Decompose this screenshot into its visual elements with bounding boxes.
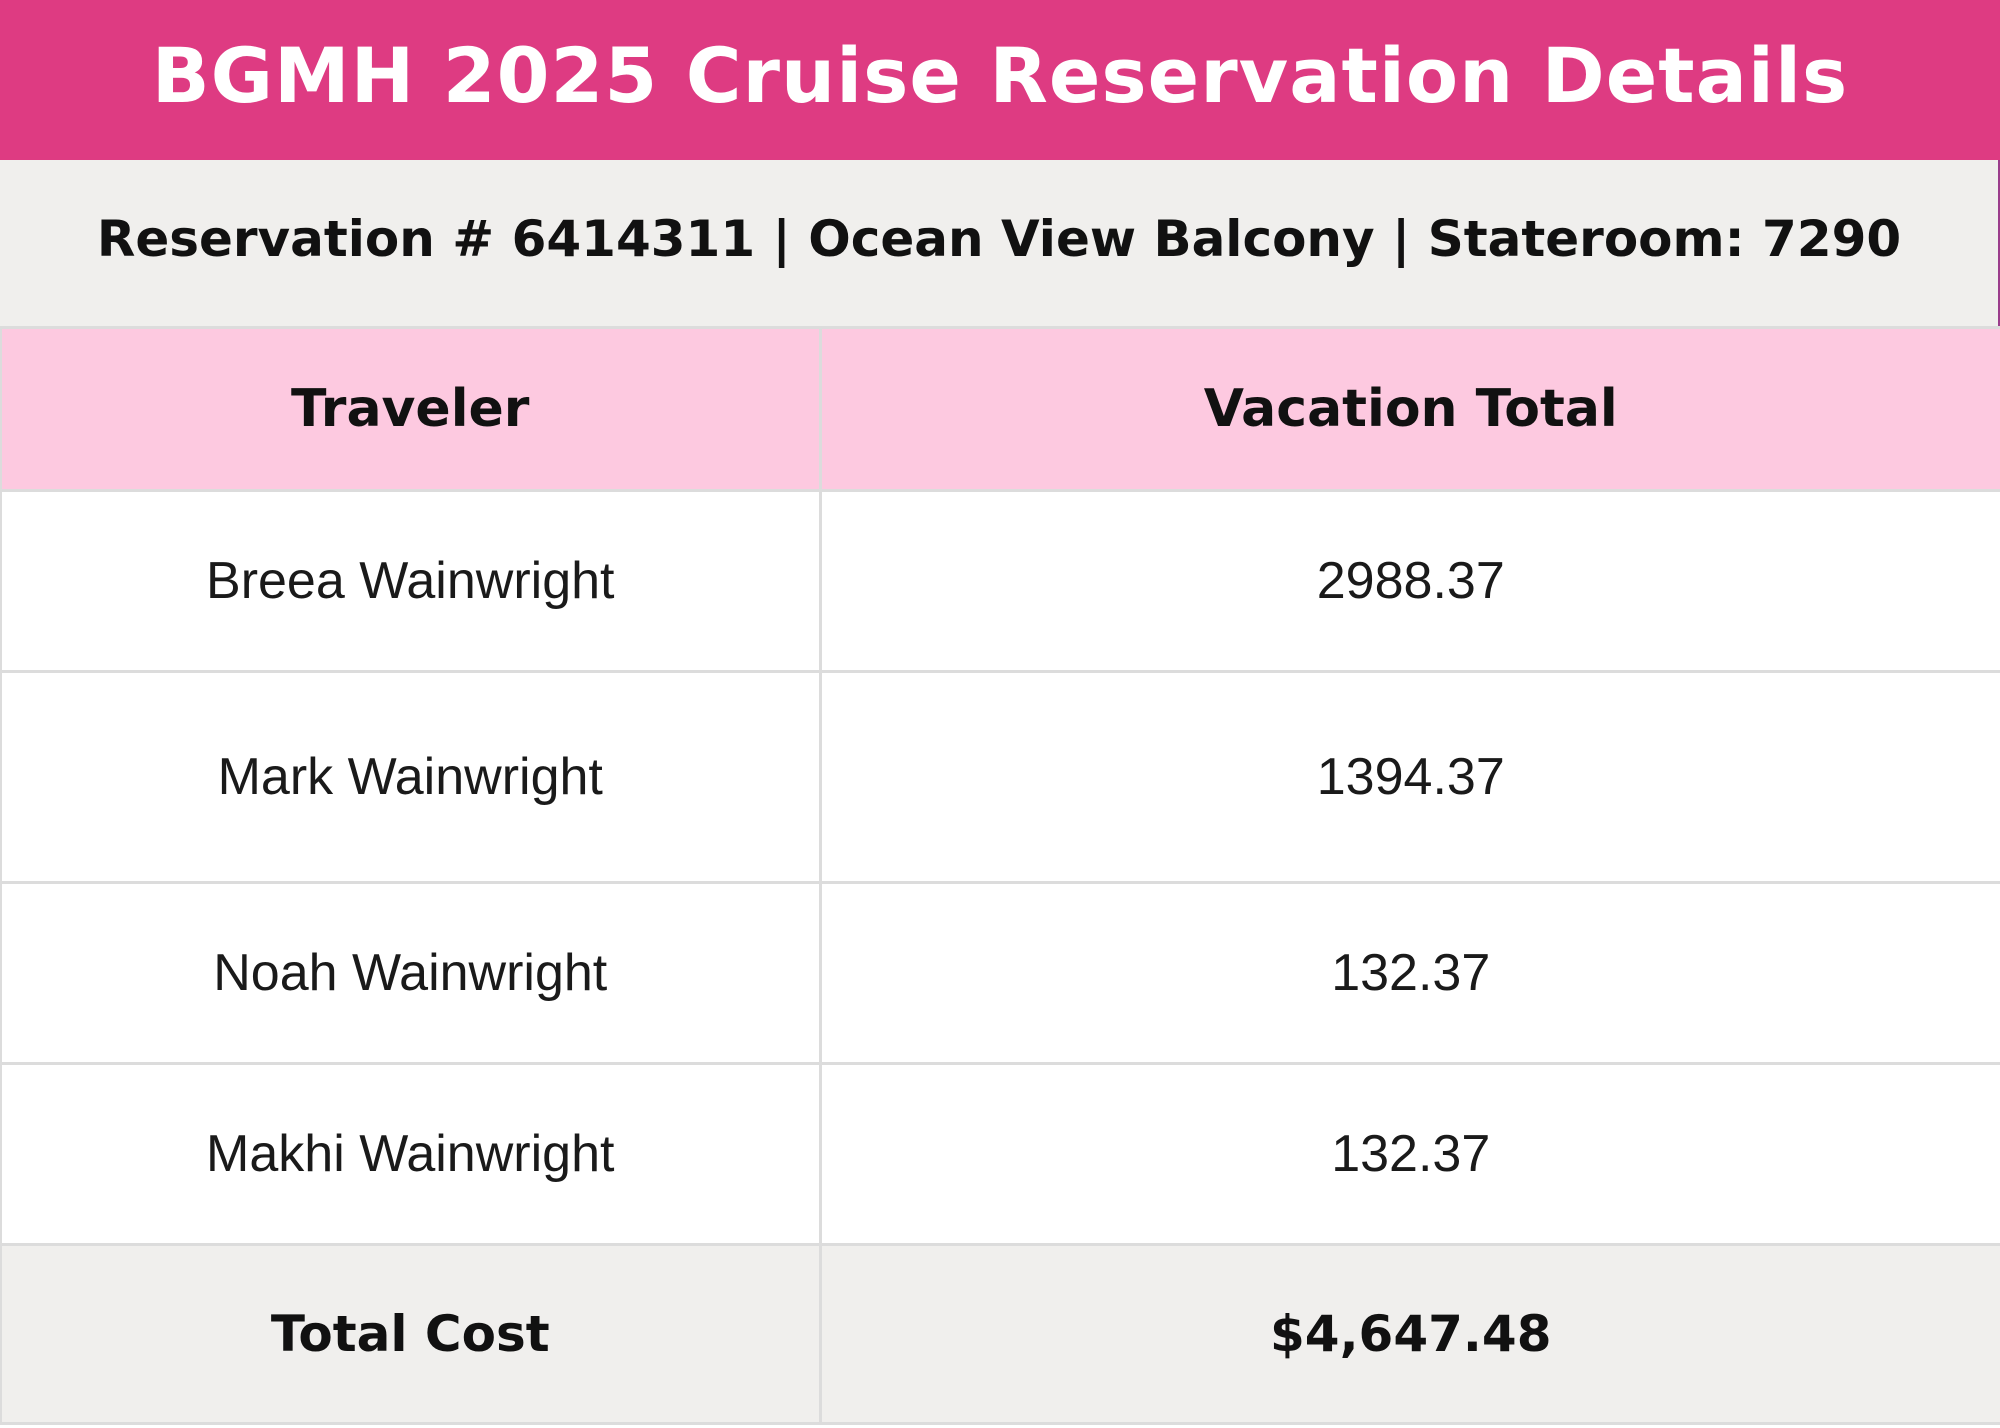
reservation-summary: Reservation # 6414311 | Ocean View Balco… (96, 210, 1902, 268)
reservation-summary-bar: Reservation # 6414311 | Ocean View Balco… (0, 160, 2000, 326)
column-header-traveler: Traveler (0, 326, 822, 492)
total-cost-label: Total Cost (0, 1243, 822, 1425)
table-row: Noah Wainwright 132.37 (0, 881, 2000, 1065)
title-bar: BGMH 2025 Cruise Reservation Details (0, 0, 2000, 160)
total-cost-value: $4,647.48 (818, 1243, 2000, 1425)
traveler-name: Makhi Wainwright (0, 1062, 822, 1246)
column-header-vacation-total: Vacation Total (818, 326, 2000, 492)
traveler-name: Breea Wainwright (0, 489, 822, 673)
vacation-total: 2988.37 (818, 489, 2000, 673)
table-row: Breea Wainwright 2988.37 (0, 489, 2000, 673)
table-row: Mark Wainwright 1394.37 (0, 670, 2000, 884)
reservation-table: Traveler Vacation Total Breea Wainwright… (0, 326, 2000, 1425)
table-header-row: Traveler Vacation Total (0, 326, 2000, 492)
table-row: Makhi Wainwright 132.37 (0, 1062, 2000, 1246)
vacation-total: 132.37 (818, 881, 2000, 1065)
page-title: BGMH 2025 Cruise Reservation Details (151, 30, 1849, 120)
vacation-total: 1394.37 (818, 670, 2000, 884)
traveler-name: Noah Wainwright (0, 881, 822, 1065)
traveler-name: Mark Wainwright (0, 670, 822, 884)
total-row: Total Cost $4,647.48 (0, 1243, 2000, 1425)
vacation-total: 132.37 (818, 1062, 2000, 1246)
